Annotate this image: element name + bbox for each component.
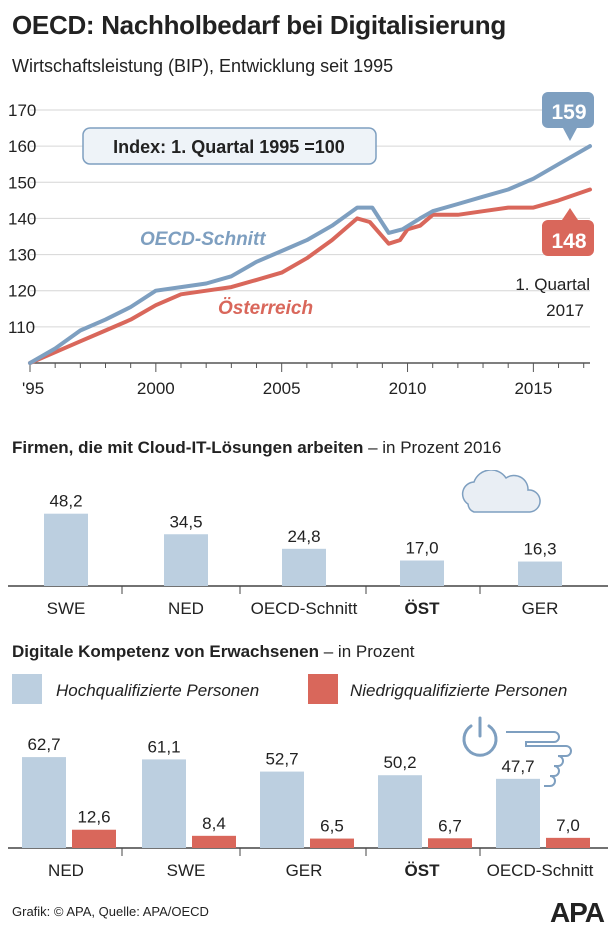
competence-chart-title: Digitale Kompetenz von Erwachsenen – in … — [12, 642, 415, 661]
apa-logo: APA — [549, 897, 605, 928]
bar-high-ned — [22, 757, 66, 848]
category-label: ÖST — [405, 861, 441, 880]
bar-value-label: 17,0 — [405, 539, 438, 558]
series-line-oesterreich — [28, 187, 592, 365]
source-footer: Grafik: © APA, Quelle: APA/OECD — [12, 904, 209, 919]
x-tick-label: 2015 — [514, 379, 552, 398]
series-label-oecd: OECD-Schnitt — [140, 229, 266, 250]
legend-swatch-high — [12, 674, 42, 704]
bar-high-value-label: 61,1 — [147, 737, 180, 756]
bar-high-value-label: 62,7 — [27, 735, 60, 754]
category-label: OECD-Schnitt — [251, 599, 358, 618]
bar-high-oecd-schnitt — [496, 778, 540, 848]
bar-low-value-label: 8,4 — [202, 814, 226, 833]
end-note-line2: 2017 — [546, 301, 584, 320]
x-tick-label: 2000 — [137, 379, 175, 398]
end-badge-oesterreich — [542, 208, 594, 256]
category-label: GER — [286, 861, 323, 880]
bar-value-label: 48,2 — [49, 492, 82, 511]
end-badge-oecd — [542, 92, 594, 141]
y-tick-label: 130 — [8, 246, 36, 265]
x-tick-label: 2010 — [389, 379, 427, 398]
index-note-box — [82, 127, 377, 165]
category-label: OECD-Schnitt — [487, 861, 594, 880]
gdp-line-chart: 110 120 130 140 150 160 170 '95 2000 2005 2010 2015… — [8, 92, 594, 398]
bar-low-öst — [428, 838, 472, 848]
bar-value-label: 34,5 — [169, 512, 202, 531]
bar-öst — [400, 560, 444, 586]
cloud-chart-title: Firmen, die mit Cloud-IT-Lösungen arbeit… — [12, 438, 502, 457]
y-tick-label: 110 — [8, 318, 35, 337]
chart-subtitle: Wirtschaftsleistung (BIP), Entwicklung s… — [12, 56, 394, 76]
bar-low-ger — [310, 838, 354, 848]
category-label: SWE — [47, 599, 86, 618]
category-label: NED — [48, 861, 84, 880]
series-label-oesterreich: Österreich — [218, 298, 313, 319]
bar-high-öst — [378, 775, 422, 848]
series-line-oecd — [28, 144, 592, 365]
legend-label-high: Hochqualifizierte Personen — [56, 681, 259, 700]
x-tick-label: '95 — [22, 379, 44, 398]
bar-low-value-label: 12,6 — [77, 808, 110, 827]
end-value-oecd: 159 — [551, 101, 586, 124]
bar-low-ned — [72, 829, 116, 848]
cloud-icon — [461, 470, 541, 513]
cloud-bar-chart: 48,2 SWE 34,5 NED 24,8 OECD-Schnitt 17,0 ÖST 16,… — [8, 470, 608, 618]
bar-high-value-label: 52,7 — [265, 750, 298, 769]
bar-oecd-schnitt — [282, 548, 326, 586]
category-label: ÖST — [405, 599, 441, 618]
y-tick-label: 170 — [8, 101, 36, 120]
power-arc — [462, 724, 498, 757]
bar-low-value-label: 6,5 — [320, 817, 344, 836]
competence-bar-chart: Hochqualifizierte Personen Niedrigqualifi… — [8, 674, 608, 880]
bar-high-ger — [260, 771, 304, 848]
bar-high-value-label: 50,2 — [383, 753, 416, 772]
end-value-oesterreich: 148 — [551, 230, 586, 253]
x-tick-label: 2005 — [263, 379, 301, 398]
bar-value-label: 16,3 — [523, 540, 556, 559]
bar-ger — [518, 561, 562, 586]
y-tick-label: 120 — [8, 282, 36, 301]
bar-high-value-label: 47,7 — [501, 757, 534, 776]
bar-value-label: 24,8 — [287, 527, 320, 546]
category-label: NED — [168, 599, 204, 618]
category-label: GER — [522, 599, 559, 618]
bar-high-swe — [142, 759, 186, 848]
bar-low-value-label: 6,7 — [438, 816, 462, 835]
y-tick-label: 160 — [8, 137, 36, 156]
chart-title: OECD: Nachholbedarf bei Digitalisierung — [12, 10, 506, 40]
power-icon — [462, 716, 498, 757]
bar-ned — [164, 534, 208, 586]
bar-low-swe — [192, 835, 236, 848]
y-tick-label: 150 — [8, 173, 36, 192]
index-note: Index: 1. Quartal 1995 =100 — [113, 137, 345, 157]
category-label: SWE — [167, 861, 206, 880]
bar-low-oecd-schnitt — [546, 837, 590, 848]
legend-label-low: Niedrigqualifizierte Personen — [350, 681, 567, 700]
cloud-shape — [461, 470, 541, 513]
y-tick-label: 140 — [8, 209, 36, 228]
legend-swatch-low — [308, 674, 338, 704]
bar-swe — [44, 513, 88, 586]
end-note-line1: 1. Quartal — [515, 275, 590, 294]
bar-low-value-label: 7,0 — [556, 816, 580, 835]
